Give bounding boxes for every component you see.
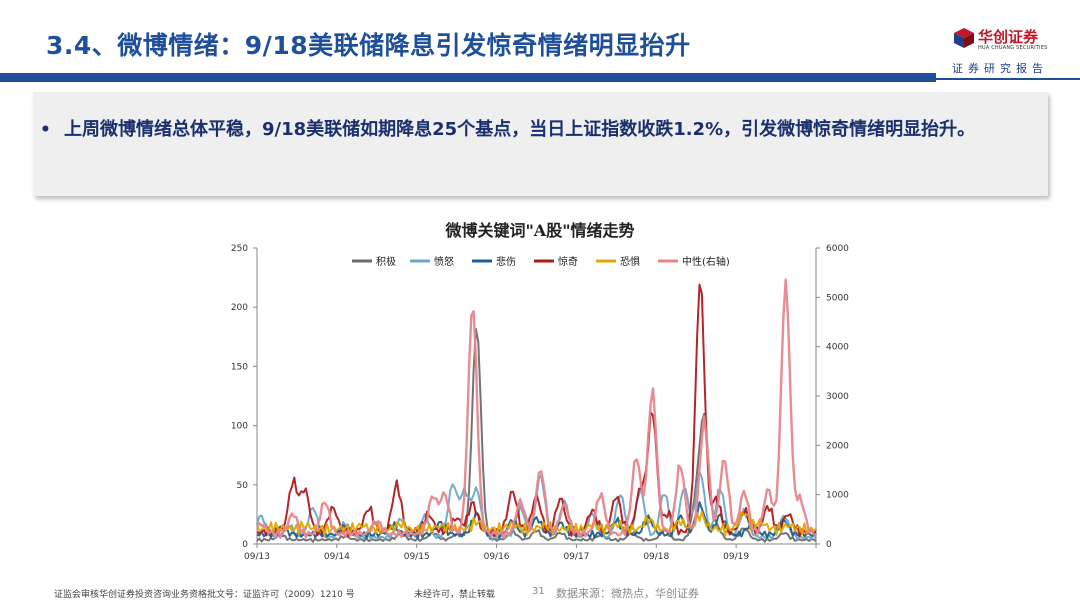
- legend-label: 惊奇: [558, 255, 578, 268]
- y-right-tick-label: 0: [826, 540, 832, 550]
- brand-english-name: HUA CHUANG SECURITIES: [978, 45, 1048, 51]
- y-left-tick-label: 100: [231, 422, 248, 432]
- brand-name: 华创证券: [978, 28, 1039, 46]
- chart-title: 微博关键词"A股"情绪走势: [444, 221, 634, 240]
- legend-label: 悲伤: [496, 255, 516, 268]
- y-left-tick-label: 200: [231, 303, 248, 313]
- header-rule: [936, 78, 1080, 80]
- page-number: 31: [532, 586, 545, 597]
- legend-label: 恐惧: [620, 256, 640, 268]
- y-left-tick-label: 150: [231, 362, 248, 372]
- summary-box: [33, 92, 1048, 196]
- brand-logo: 华创证券 HUA CHUANG SECURITIES 证券研究报告: [944, 22, 1062, 78]
- x-tick-label: 09/16: [484, 552, 510, 562]
- summary-text: 上周微博情绪总体平稳，9/18美联储如期降息25个基点，当日上证指数收跌1.2%…: [64, 119, 976, 140]
- emotion-trend-chart: 微博关键词"A股"情绪走势 0 50 100 150 200 250 0 1000 2000 30…: [231, 221, 849, 562]
- x-tick-label: 09/14: [324, 552, 350, 562]
- brand-subtitle: 证券研究报告: [952, 62, 1048, 75]
- series-line: [256, 328, 817, 543]
- legend-label: 愤怒: [434, 255, 454, 268]
- y-left-tick-label: 250: [231, 244, 248, 254]
- page-title: 3.4、微博情绪：9/18美联储降息引发惊奇情绪明显抬升: [46, 31, 691, 60]
- x-tick-label: 09/18: [643, 552, 669, 562]
- series-line: [256, 278, 817, 540]
- footer-license: 证监会审核华创证券投资咨询业务资格批文号：证监许可（2009）1210 号: [54, 590, 355, 600]
- data-source: 数据来源：微热点，华创证券: [556, 587, 699, 600]
- x-tick-label: 09/19: [723, 552, 749, 562]
- legend-label: 积极: [376, 255, 396, 268]
- y-right-tick-label: 6000: [826, 244, 849, 254]
- x-tick-label: 09/15: [404, 552, 430, 562]
- bullet-icon: •: [40, 120, 51, 140]
- y-right-tick-label: 4000: [826, 343, 849, 353]
- header-band: [0, 73, 936, 82]
- legend-label: 中性(右轴): [682, 255, 730, 268]
- x-tick-label: 09/13: [244, 552, 270, 562]
- y-right-tick-label: 1000: [826, 491, 849, 501]
- x-tick-label: 09/17: [563, 552, 589, 562]
- y-left-tick-label: 50: [237, 481, 249, 491]
- footer-notice: 未经许可，禁止转载: [414, 590, 496, 600]
- y-right-tick-label: 3000: [826, 392, 849, 402]
- cube-logo-icon: [954, 28, 974, 48]
- y-left-tick-label: 0: [242, 540, 248, 550]
- y-right-tick-label: 2000: [826, 441, 849, 451]
- y-right-tick-label: 5000: [826, 293, 849, 303]
